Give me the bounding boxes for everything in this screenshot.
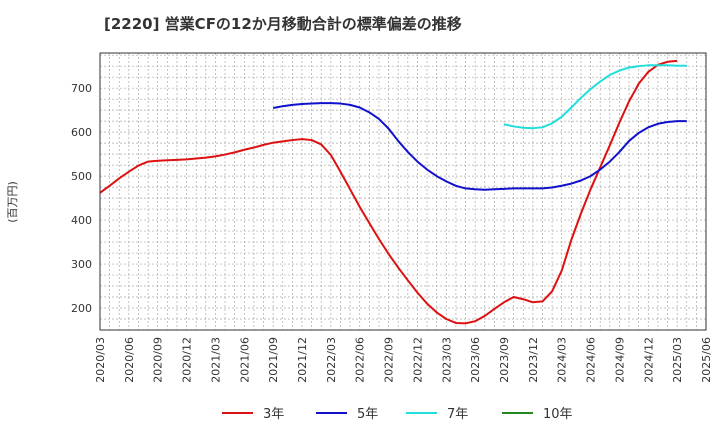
y-tick-label: 600 [71, 126, 92, 139]
x-tick-label: 2021/03 [209, 337, 222, 383]
chart-title: [2220] 営業CFの12か月移動合計の標準偏差の推移 [104, 15, 462, 33]
legend: 3年 5年 7年 10年 [222, 407, 573, 422]
legend-label: 5年 [357, 407, 378, 422]
x-tick-label: 2020/12 [181, 337, 194, 383]
plot-frame [99, 52, 707, 331]
x-tick-label: 2025/03 [671, 337, 684, 383]
series-line-1 [99, 59, 678, 325]
x-tick-label: 2024/12 [642, 337, 655, 383]
y-tick-label: 500 [71, 170, 92, 183]
y-tick-label: 400 [71, 214, 92, 227]
y-axis-label: (百万円) [6, 181, 19, 223]
x-tick-label: 2022/09 [383, 337, 396, 383]
x-tick-label: 2024/06 [585, 337, 598, 383]
grid [99, 53, 707, 330]
x-tick-label: 2022/06 [354, 337, 367, 383]
x-tick-label: 2023/03 [440, 337, 453, 383]
x-tick-label: 2025/06 [700, 337, 713, 383]
x-tick-label: 2021/09 [267, 337, 280, 383]
legend-label: 10年 [543, 407, 573, 422]
x-tick-label: 2022/12 [411, 337, 424, 383]
x-tick-label: 2023/06 [469, 337, 482, 383]
legend-label: 7年 [447, 407, 468, 422]
series-line-3 [503, 64, 687, 130]
x-tick-label: 2020/06 [123, 337, 136, 383]
x-tick-label: 2022/03 [325, 337, 338, 383]
x-tick-label: 2023/12 [527, 337, 540, 383]
series-layer [99, 59, 687, 325]
x-tick-label: 2024/09 [613, 337, 626, 383]
x-tick-label: 2020/03 [94, 337, 107, 383]
x-tick-label: 2021/06 [238, 337, 251, 383]
x-tick-label: 2020/09 [152, 337, 165, 383]
series-line-2 [272, 102, 687, 191]
y-tick-label: 700 [71, 82, 92, 95]
x-tick-labels: 2020/03 2020/06 2020/09 2020/12 2021/03 2021/… [94, 337, 713, 383]
x-tick-label: 2024/03 [556, 337, 569, 383]
x-tick-label: 2021/12 [296, 337, 309, 383]
plot-area [100, 53, 706, 330]
y-tick-labels: 200 300 400 500 600 700 [71, 82, 92, 315]
x-tick-label: 2023/09 [498, 337, 511, 383]
y-tick-label: 200 [71, 302, 92, 315]
y-tick-label: 300 [71, 258, 92, 271]
legend-label: 3年 [263, 407, 284, 422]
